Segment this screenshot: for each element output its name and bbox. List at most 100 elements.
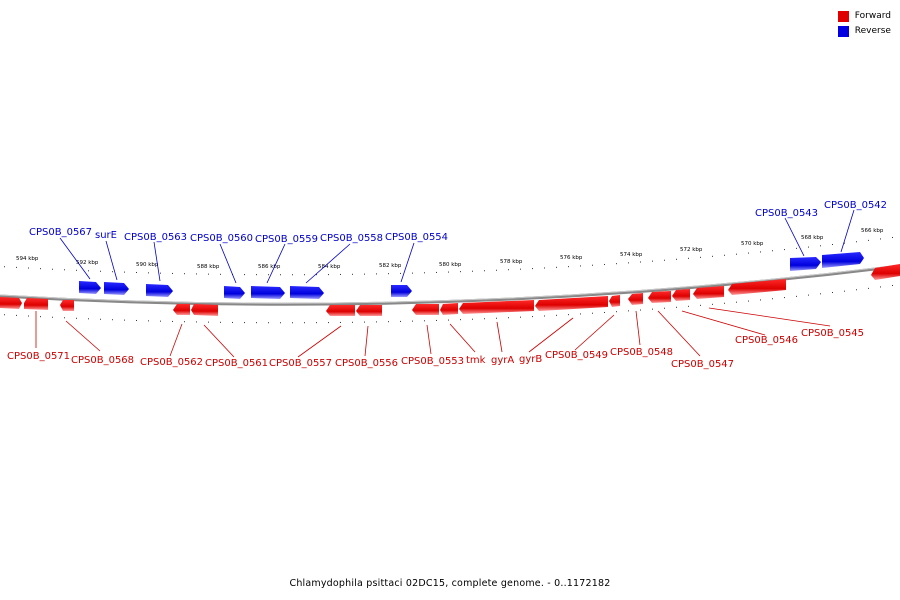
gene-label[interactable]: CPS0B_0556 [335, 358, 398, 369]
scale-tick [796, 247, 797, 249]
gene-arrow-forward[interactable] [24, 298, 48, 310]
scale-tick [352, 321, 353, 323]
gene-label[interactable]: CPS0B_0547 [671, 359, 734, 370]
gene-label[interactable]: CPS0B_0549 [545, 350, 608, 361]
scale-tick [388, 321, 389, 323]
scale-tick [508, 317, 509, 319]
scale-tick [580, 265, 581, 267]
gene-arrow-reverse[interactable] [104, 282, 129, 295]
gene-arrow-reverse[interactable] [79, 281, 101, 294]
gene-arrow-reverse[interactable] [146, 284, 173, 297]
forward-label-connectors [35, 307, 831, 358]
gene-arrow-forward[interactable] [728, 279, 786, 295]
forward-swatch [837, 11, 849, 22]
scale-tick [580, 313, 581, 315]
gene-label[interactable]: CPS0B_0542 [824, 200, 887, 211]
scale-tick [856, 241, 857, 243]
gene-arrow-reverse[interactable] [290, 286, 324, 299]
gene-label[interactable]: CPS0B_0545 [801, 328, 864, 339]
scale-tick [796, 295, 797, 297]
scale-tick [688, 257, 689, 259]
legend-forward[interactable]: Forward [837, 9, 891, 24]
gene-label[interactable]: CPS0B_0546 [735, 335, 798, 346]
gene-arrow-forward[interactable] [672, 289, 690, 301]
gene-label[interactable]: tmk [466, 355, 486, 366]
scale-tick [652, 260, 653, 262]
scale-tick [868, 239, 869, 241]
gene-label[interactable]: CPS0B_0561 [205, 358, 268, 369]
scale-tick [52, 268, 53, 270]
gene-arrow-forward[interactable] [535, 296, 608, 311]
scale-tick [460, 271, 461, 273]
scale-tick [616, 263, 617, 265]
genome-caption: Chlamydophila psittaci 02DC15, complete … [289, 578, 611, 589]
gene-label[interactable]: CPS0B_0558 [320, 233, 383, 244]
gene-arrow-reverse[interactable] [790, 257, 821, 271]
scale-label: 570 kbp [741, 241, 764, 247]
scale-tick [520, 268, 521, 270]
gene-label[interactable]: CPS0B_0543 [755, 208, 818, 219]
scale-tick [508, 269, 509, 271]
gene-arrow-reverse[interactable] [391, 285, 412, 297]
gene-label[interactable]: CPS0B_0568 [71, 355, 134, 366]
legend-reverse-label: Reverse [854, 26, 891, 36]
gene-arrow-forward[interactable] [609, 295, 620, 307]
scale-tick [784, 249, 785, 251]
gene-label[interactable]: gyrA [491, 355, 514, 366]
scale-tick [220, 321, 221, 323]
gene-arrow-forward[interactable] [173, 304, 190, 315]
gene-arrow-forward[interactable] [356, 305, 382, 316]
legend-reverse[interactable]: Reverse [837, 24, 891, 39]
scale-tick [268, 274, 269, 276]
gene-label[interactable]: gyrB [519, 354, 542, 365]
gene-arrow-forward[interactable] [628, 293, 643, 305]
scale-tick [868, 287, 869, 289]
scale-tick [892, 236, 893, 238]
scale-label: 584 kbp [318, 264, 341, 270]
scale-tick [712, 255, 713, 257]
forward-genes [0, 264, 900, 316]
gene-arrow-forward[interactable] [60, 300, 74, 311]
gene-arrow-forward[interactable] [326, 305, 355, 316]
gene-arrow-forward[interactable] [412, 304, 439, 315]
gene-label[interactable]: CPS0B_0563 [124, 232, 187, 243]
gene-label[interactable]: CPS0B_0559 [255, 234, 318, 245]
gene-arrow-reverse[interactable] [822, 252, 864, 268]
gene-label[interactable]: CPS0B_0548 [610, 347, 673, 358]
gene-arrow-reverse[interactable] [224, 286, 245, 299]
reverse-label-connectors [59, 209, 855, 284]
scale-tick [880, 286, 881, 288]
scale-ticks-lower [4, 284, 893, 324]
gene-arrow-reverse[interactable] [251, 286, 285, 299]
gene-label[interactable]: CPS0B_0553 [401, 356, 464, 367]
gene-arrow-forward[interactable] [648, 291, 671, 303]
scale-tick [772, 250, 773, 252]
gene-arrow-forward[interactable] [871, 264, 900, 280]
scale-tick [256, 322, 257, 324]
scale-tick [568, 314, 569, 316]
scale-tick [784, 297, 785, 299]
gene-label[interactable]: CPS0B_0567 [29, 227, 92, 238]
gene-label[interactable]: CPS0B_0562 [140, 357, 203, 368]
scale-tick [628, 262, 629, 264]
gene-label[interactable]: CPS0B_0554 [385, 232, 448, 243]
scale-tick [340, 273, 341, 275]
scale-tick [808, 294, 809, 296]
gene-label[interactable]: CPS0B_0557 [269, 358, 332, 369]
gene-label[interactable]: CPS0B_0560 [190, 233, 253, 244]
gene-arrow-forward[interactable] [440, 303, 458, 315]
gene-label[interactable]: surE [95, 230, 117, 241]
legend: Forward Reverse [837, 9, 891, 39]
gene-arrow-forward[interactable] [459, 300, 534, 314]
scale-tick [700, 304, 701, 306]
scale-tick [88, 318, 89, 320]
scale-tick [328, 322, 329, 324]
scale-label: 578 kbp [500, 259, 523, 265]
scale-tick [184, 273, 185, 275]
gene-arrow-forward[interactable] [191, 304, 218, 316]
gene-arrow-forward[interactable] [0, 297, 22, 309]
scale-tick [772, 298, 773, 300]
gene-arrow-forward[interactable] [693, 286, 724, 299]
scale-tick [496, 317, 497, 319]
gene-label[interactable]: CPS0B_0571 [7, 351, 70, 362]
